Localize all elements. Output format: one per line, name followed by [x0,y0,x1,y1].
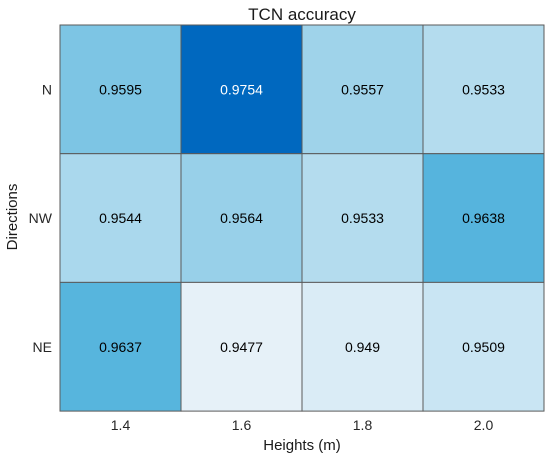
heatmap-cell-n-2-0 [422,24,545,155]
heatmap-cell-nw-1-4 [59,153,182,283]
heatmap-cell-n-1-6 [180,24,303,155]
cell-value-label: 0.949 [345,339,380,355]
heatmap-cell-ne-1-6 [180,281,303,412]
cell-value-label: 0.9533 [462,81,505,97]
cell-value-label: 0.9595 [99,81,142,97]
x-tick-label: 1.4 [111,417,131,433]
heatmap-cells [59,24,545,412]
cell-value-label: 0.9637 [99,339,142,355]
cell-value-label: 0.9564 [220,210,263,226]
x-tick-label: 1.6 [232,417,252,433]
heatmap-cell-nw-2-0 [422,153,545,283]
chart-title: TCN accuracy [248,5,356,24]
cell-value-label: 0.9754 [220,81,263,97]
heatmap-cell-n-1-4 [59,24,182,155]
y-axis-label: Directions [4,184,21,251]
cell-value-label: 0.9533 [341,210,384,226]
y-tick-label: NE [33,339,52,355]
y-tick-label: N [42,81,52,97]
x-tick-labels: 1.4 1.6 1.8 2.0 [111,417,494,433]
y-tick-label: NW [29,210,53,226]
heatmap-cell-ne-2-0 [422,281,545,412]
heatmap-cell-ne-1-4 [59,281,182,412]
heatmap-cell-nw-1-6 [180,153,303,283]
cell-value-label: 0.9557 [341,81,384,97]
x-axis-label: Heights (m) [263,437,341,454]
heatmap-cell-n-1-8 [301,24,424,155]
x-tick-label: 1.8 [353,417,373,433]
cell-value-label: 0.9477 [220,339,263,355]
cell-value-label: 0.9638 [462,210,505,226]
y-tick-labels: N NW NE [29,81,53,354]
heatmap-cell-labels: 0.9595 0.9754 0.9557 0.9533 0.9544 0.9564 0.95… [99,81,505,354]
cell-value-label: 0.9544 [99,210,142,226]
x-tick-label: 2.0 [474,417,494,433]
cell-value-label: 0.9509 [462,339,505,355]
